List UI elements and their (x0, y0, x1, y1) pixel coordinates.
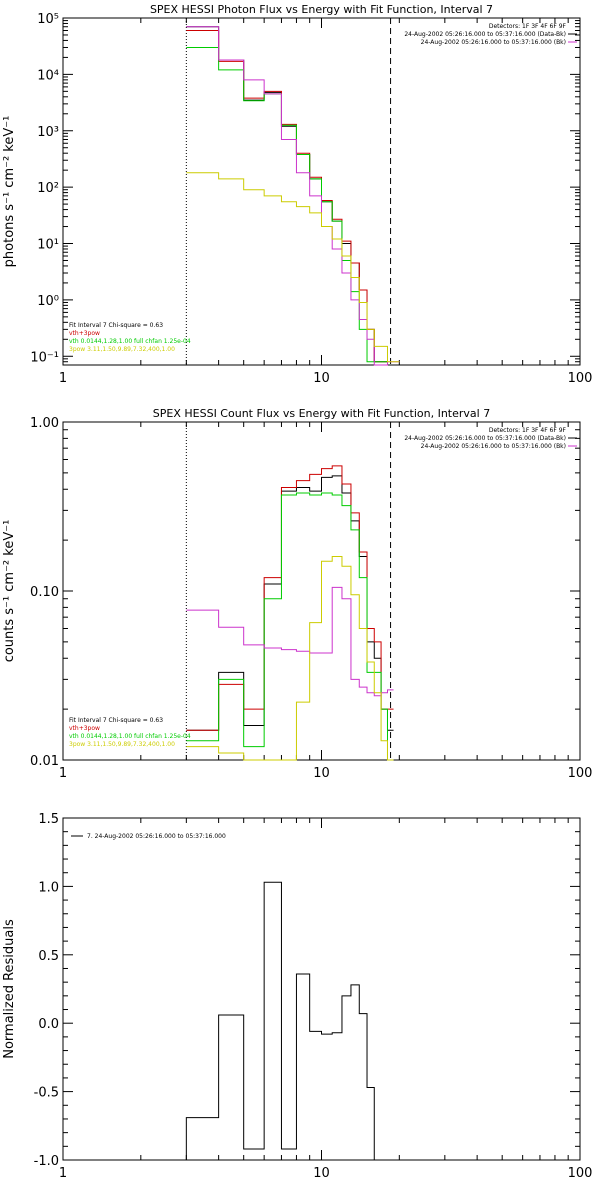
x-tick-label: 10 (313, 371, 330, 386)
x-tick-label: 1 (59, 1166, 67, 1181)
y-tick-label: 10⁵ (37, 12, 59, 27)
legend-entry: 24-Aug-2002 05:26:16.000 to 05:37:16.000… (421, 39, 566, 46)
series-1-steps (186, 475, 394, 731)
series-4-steps (186, 586, 394, 697)
y-tick-label: 0.01 (30, 754, 59, 769)
fit-legend-entry: vth 0.0144,1.28,1.00 full chfan 1.25e-04 (69, 733, 191, 740)
x-tick-label: 100 (568, 1166, 593, 1181)
legend-entry: 24-Aug-2002 05:26:16.000 to 05:37:16.000… (404, 31, 566, 38)
legend-entry: Detectors: 1F 3F 4F 6F 9F (489, 427, 567, 434)
y-tick-label: -1.0 (34, 1154, 59, 1169)
series-5-steps (186, 172, 400, 363)
fit-legend-entry: Fit Interval 7 Chi-square = 0.63 (69, 322, 163, 329)
x-tick-label: 100 (568, 766, 593, 781)
fit-legend-entry: 3pow 3.11,1.50,9.89,7.32,400,1.00 (69, 741, 175, 748)
y-tick-label: 10¹ (37, 238, 59, 253)
legend-entry: 7. 24-Aug-2002 05:26:16.000 to 05:37:16.… (87, 833, 226, 840)
x-tick-label: 1 (59, 766, 67, 781)
legend-entry: 24-Aug-2002 05:26:16.000 to 05:37:16.000… (404, 435, 566, 442)
chart-title: SPEX HESSI Count Flux vs Energy with Fit… (153, 407, 490, 420)
y-tick-label: 10² (37, 181, 59, 196)
y-tick-label: 10³ (37, 125, 59, 140)
plot-frame (62, 817, 581, 1161)
series-1-steps (185, 881, 391, 1161)
fit-legend-entry: vth+3pow (69, 330, 100, 337)
legend-entry: Detectors: 1F 3F 4F 6F 9F (489, 23, 567, 30)
y-axis-label: Normalized Residuals (2, 919, 17, 1059)
series-3-steps (186, 492, 394, 761)
y-axis-label: counts s⁻¹ cm⁻² keV⁻¹ (2, 520, 17, 663)
y-tick-label: 1.5 (38, 812, 59, 827)
y-tick-label: 1.0 (38, 880, 59, 895)
y-tick-label: 10⁰ (37, 294, 59, 309)
x-tick-label: 10 (313, 766, 330, 781)
y-tick-label: 10⁻¹ (30, 350, 59, 365)
fit-legend-entry: vth+3pow (69, 725, 100, 732)
fit-legend-entry: 3pow 3.11,1.50,9.89,7.32,400,1.00 (69, 346, 175, 353)
y-tick-label: 0.10 (30, 585, 59, 600)
panel-3: Normalized Residuals 1 10 100 -1.0 -0.5 0.0 0.5… (2, 812, 592, 1181)
panel-1: SPEX HESSI Photon Flux vs Energy with Fi… (2, 3, 592, 386)
x-tick-label: 100 (568, 371, 593, 386)
series-5-steps (186, 556, 394, 761)
y-axis-label: photons s⁻¹ cm⁻² keV⁻¹ (2, 116, 17, 268)
y-tick-label: 0.5 (38, 949, 59, 964)
series-3-steps (186, 46, 388, 363)
fit-legend-entry: Fit Interval 7 Chi-square = 0.63 (69, 717, 163, 724)
y-tick-label: 10⁴ (37, 68, 59, 83)
y-tick-label: 0.0 (38, 1017, 59, 1032)
x-tick-label: 1 (59, 371, 67, 386)
y-tick-label: 1.00 (30, 416, 59, 431)
series-2-steps (186, 30, 388, 363)
fit-legend-entry: vth 0.0144,1.28,1.00 full chfan 1.25e-04 (69, 338, 191, 345)
series-2-steps (186, 465, 394, 731)
chart-title: SPEX HESSI Photon Flux vs Energy with Fi… (150, 3, 493, 16)
series-1-steps (186, 26, 388, 363)
x-tick-label: 10 (313, 1166, 330, 1181)
panel-2: SPEX HESSI Count Flux vs Energy with Fit… (2, 407, 592, 781)
y-tick-label: -0.5 (34, 1086, 59, 1101)
legend-entry: 24-Aug-2002 05:26:16.000 to 05:37:16.000… (421, 443, 566, 450)
